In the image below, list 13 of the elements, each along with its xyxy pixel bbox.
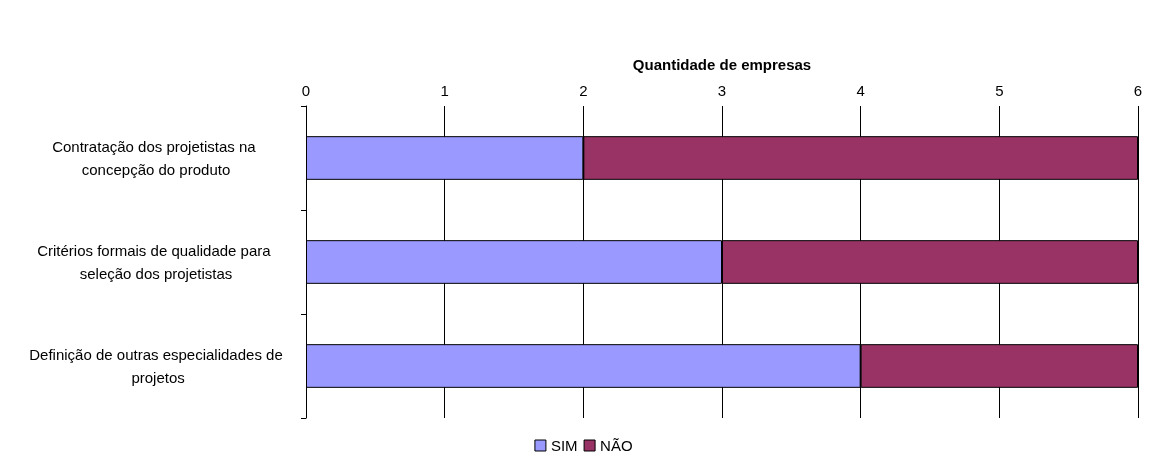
y-tick-label: Critérios formais de qualidade para seleção dos projetistas [37, 242, 275, 282]
x-tick-label: 5 [995, 82, 1004, 99]
x-tick-label: 0 [301, 82, 311, 99]
x-tick-label: 1 [440, 82, 449, 99]
y-tick-label: Definição de outras especialidades de projetos [29, 346, 283, 386]
y-tick-label: Contratação dos projetistas na concepção do produto [52, 138, 260, 178]
x-axis-title: Quantidade de empresas [632, 56, 812, 73]
x-tick-label: 2 [579, 82, 588, 99]
legend-label: SIM [550, 437, 578, 454]
x-tick-label: 3 [717, 82, 727, 99]
x-tick-label: 4 [856, 82, 865, 99]
x-tick-label: 6 [1133, 82, 1143, 99]
legend-label: NÃO [600, 437, 633, 454]
